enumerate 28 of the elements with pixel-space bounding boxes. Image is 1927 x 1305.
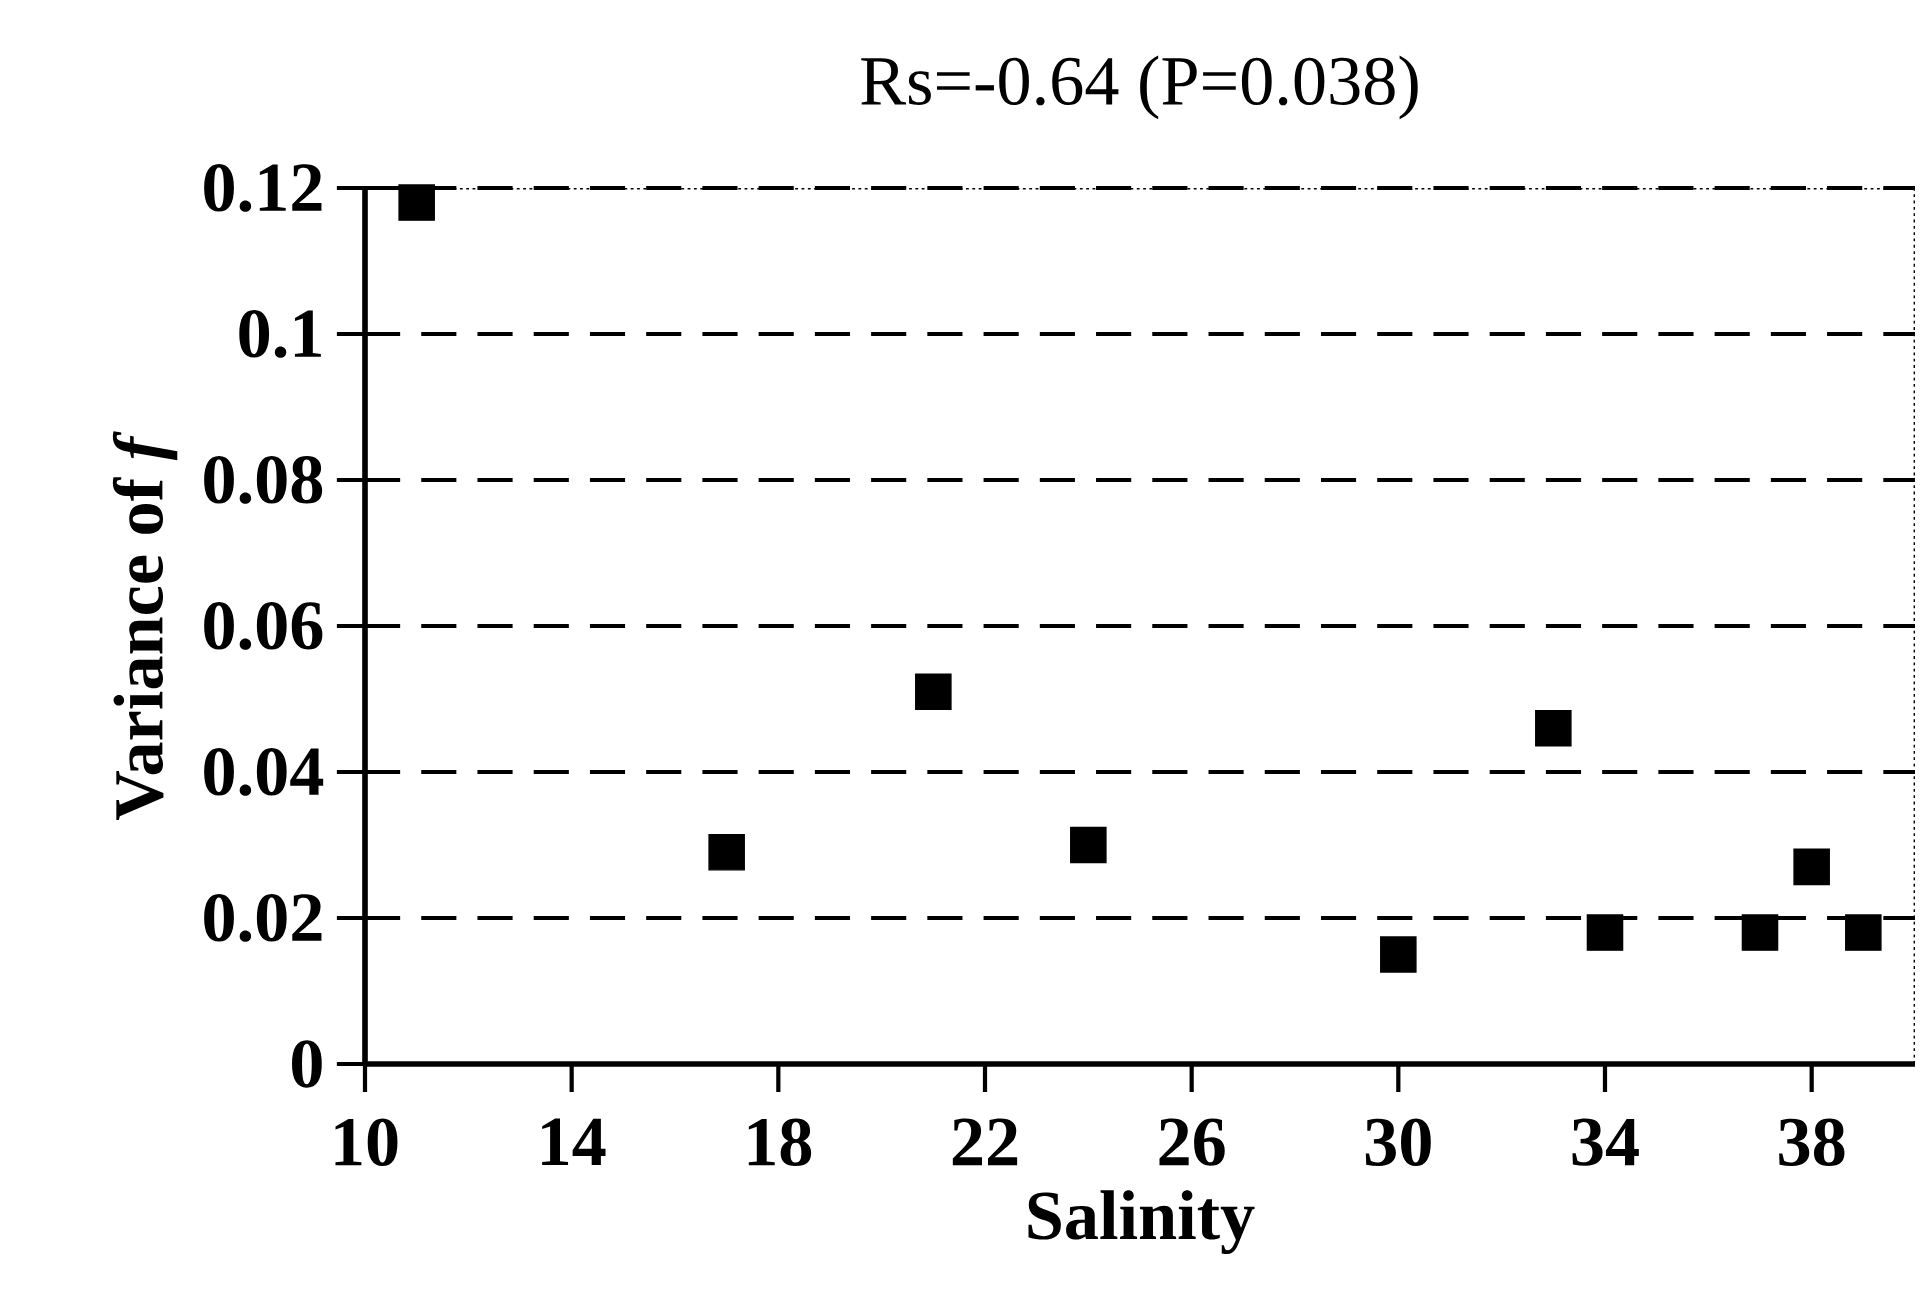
x-tick-label: 18: [748, 1118, 812, 1166]
point: [1793, 848, 1830, 886]
point: [708, 834, 745, 871]
point: [1845, 914, 1882, 951]
y-axis-title: Variance of f: [112, 431, 178, 821]
x-tick-label: 14: [542, 1118, 606, 1165]
x-tick-label: 34: [1572, 1118, 1639, 1166]
x-tick-label: 38: [1779, 1118, 1845, 1166]
y-tick-label: 0.12: [204, 164, 322, 212]
y-tick-label: 0.08: [204, 456, 323, 504]
x-tick-label: 22: [952, 1118, 1018, 1166]
y-tick-label: 0.06: [204, 602, 323, 650]
point: [1741, 914, 1779, 951]
y-tick-label: 0: [292, 1040, 322, 1088]
point: [398, 184, 435, 221]
point: [915, 673, 952, 710]
y-tick-label: 0.04: [204, 748, 324, 796]
y-tick-label: 0.1: [239, 310, 321, 358]
y-tick-label: 0.02: [204, 894, 322, 942]
point: [1586, 914, 1624, 951]
x-tick-label: 30: [1365, 1118, 1431, 1166]
point: [1535, 709, 1572, 747]
point: [1380, 936, 1417, 973]
x-tick-label: 10: [335, 1118, 398, 1166]
x-tick-label: 26: [1159, 1118, 1225, 1166]
x-axis-title: Salinity: [1028, 1190, 1255, 1255]
point: [1070, 826, 1107, 864]
chart-title: Rs=-0.64 (P=0.038): [861, 55, 1418, 120]
